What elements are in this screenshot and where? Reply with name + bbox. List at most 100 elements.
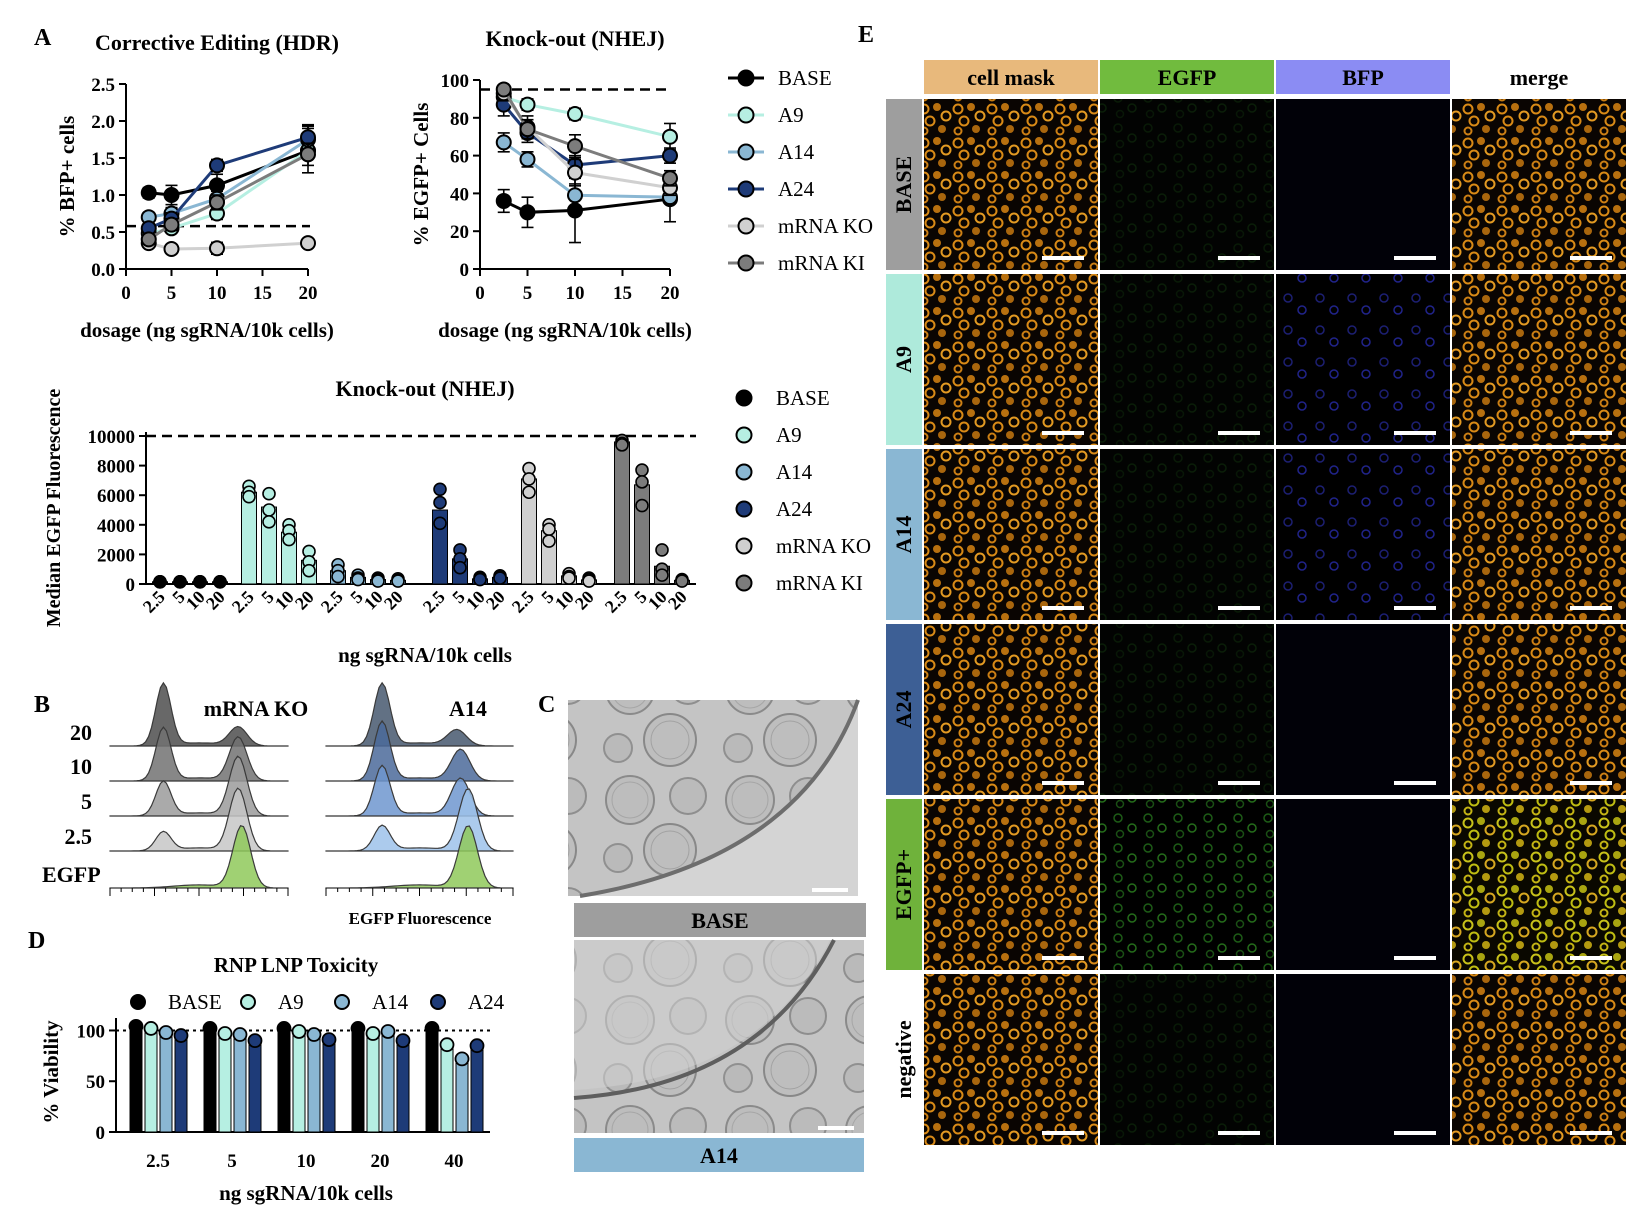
replicate-point	[153, 574, 167, 589]
scale-bar	[1394, 781, 1436, 785]
data-point	[519, 204, 536, 221]
scale-bar	[1570, 256, 1612, 260]
replicate-point	[202, 1021, 218, 1036]
y-tick-label: 100	[441, 71, 470, 92]
bar	[396, 1040, 410, 1133]
bar	[174, 1035, 188, 1133]
replicate-point	[128, 1019, 144, 1034]
bar	[203, 1027, 217, 1133]
replicate-point	[469, 1038, 485, 1054]
x-axis-label: ng sgRNA/10k cells	[338, 643, 512, 667]
legend-label: A24	[468, 990, 505, 1014]
microscopy-image	[1452, 99, 1626, 270]
y-tick-label: 6000	[97, 486, 135, 507]
x-tick-label: 5	[227, 1151, 237, 1172]
legend-label: A9	[278, 990, 304, 1014]
panel-letter-d: D	[28, 928, 45, 954]
data-point	[209, 177, 225, 194]
scale-bar	[1218, 606, 1260, 610]
legend-label: mRNA KI	[778, 251, 865, 275]
scale-bar	[1042, 431, 1084, 435]
x-axis-label: EGFP Fluorescence	[349, 909, 492, 928]
legend-label: mRNA KO	[776, 534, 871, 558]
legend-label: A9	[778, 103, 804, 127]
x-axis-label: dosage (ng sgRNA/10k cells)	[80, 318, 334, 342]
cryo-em-label-box-base	[574, 903, 866, 937]
replicate-point	[542, 522, 556, 537]
y-tick-label: 8000	[97, 457, 135, 478]
data-point	[209, 194, 225, 211]
data-point	[209, 240, 225, 257]
cryo-em-carbon-line-base	[579, 699, 860, 898]
replicate-point	[262, 503, 276, 517]
histogram-curve	[325, 719, 514, 782]
replicate-point	[615, 438, 629, 452]
scale-bar	[1570, 606, 1612, 610]
series-line-mrna-ki	[502, 88, 671, 180]
replicate-point	[173, 574, 187, 589]
panel-letter-e: E	[858, 22, 874, 48]
replicate-point	[655, 543, 669, 557]
y-tick-label: 80	[450, 109, 469, 130]
histogram-curve	[109, 825, 289, 889]
y-tick-label: 0	[460, 260, 470, 281]
data-point	[300, 235, 316, 252]
replicate-point	[433, 495, 447, 510]
cryo-em-panel: BASE A14	[568, 699, 866, 1172]
column-header-box	[924, 60, 1098, 94]
bar	[307, 1034, 321, 1133]
bar	[248, 1040, 262, 1133]
x-tick-label: 0	[121, 283, 131, 304]
bar	[144, 1027, 158, 1133]
replicate-point	[242, 489, 256, 504]
data-point	[209, 157, 225, 174]
column-header-label: EGFP	[1158, 65, 1217, 90]
bar	[322, 1039, 336, 1133]
nhej-bar-chart: Knock-out (NHEJ) 0 2000 4000 6000 8000 10000 Me…	[43, 376, 696, 667]
replicate-point	[306, 1027, 322, 1042]
x-axis-label: dosage (ng sgRNA/10k cells)	[438, 318, 692, 342]
x-tick-label: 20	[202, 587, 229, 614]
legend-marker	[735, 389, 753, 407]
cryo-em-label-box-a14	[574, 1138, 864, 1172]
replicate-point	[380, 1024, 396, 1039]
legend-label: BASE	[776, 386, 830, 410]
scale-bar	[1218, 431, 1260, 435]
microscopy-image-signal	[1100, 274, 1274, 445]
y-tick-label: 0.5	[91, 223, 115, 244]
panel-letter-b: B	[34, 692, 50, 718]
legend-marker	[735, 500, 753, 518]
microscopy-image	[1276, 449, 1450, 620]
bar	[470, 1045, 484, 1133]
column-header-label: merge	[1510, 65, 1569, 90]
y-tick-label: 0	[96, 1123, 106, 1144]
replicate-point	[193, 574, 207, 589]
column-header-box	[1276, 60, 1450, 94]
microscopy-image	[1452, 974, 1626, 1145]
series-line-a9	[503, 95, 671, 139]
microscopy-image	[1276, 274, 1450, 445]
legend-label: A24	[776, 497, 813, 521]
replicate-point	[331, 569, 345, 584]
microscopy-image	[1452, 799, 1626, 970]
data-point	[567, 138, 583, 155]
replicate-point	[395, 1033, 411, 1049]
series-line-base	[503, 197, 671, 214]
nhej-line-chart: Knock-out (NHEJ) 0 20 40 60 80 100 0 5 10 15 20 dosa…	[409, 26, 692, 342]
microscopy-image	[1276, 99, 1450, 270]
scale-bar	[1218, 781, 1260, 785]
replicate-point	[675, 574, 689, 588]
data-point	[163, 241, 180, 258]
legend-marker	[130, 994, 146, 1010]
data-point	[140, 184, 157, 201]
y-tick-label: 2.5	[91, 75, 115, 96]
y-tick-label: 10000	[88, 427, 136, 448]
y-tick-label: 40	[450, 184, 469, 205]
y-axis-label: % BFP+ cells	[55, 116, 79, 238]
series-line-mrna-ki	[147, 152, 309, 241]
series-line-a24	[148, 135, 309, 230]
histogram-curve	[109, 726, 289, 782]
row-header-box	[886, 274, 922, 445]
legend-marker	[737, 69, 755, 87]
replicate-point	[158, 1025, 174, 1040]
